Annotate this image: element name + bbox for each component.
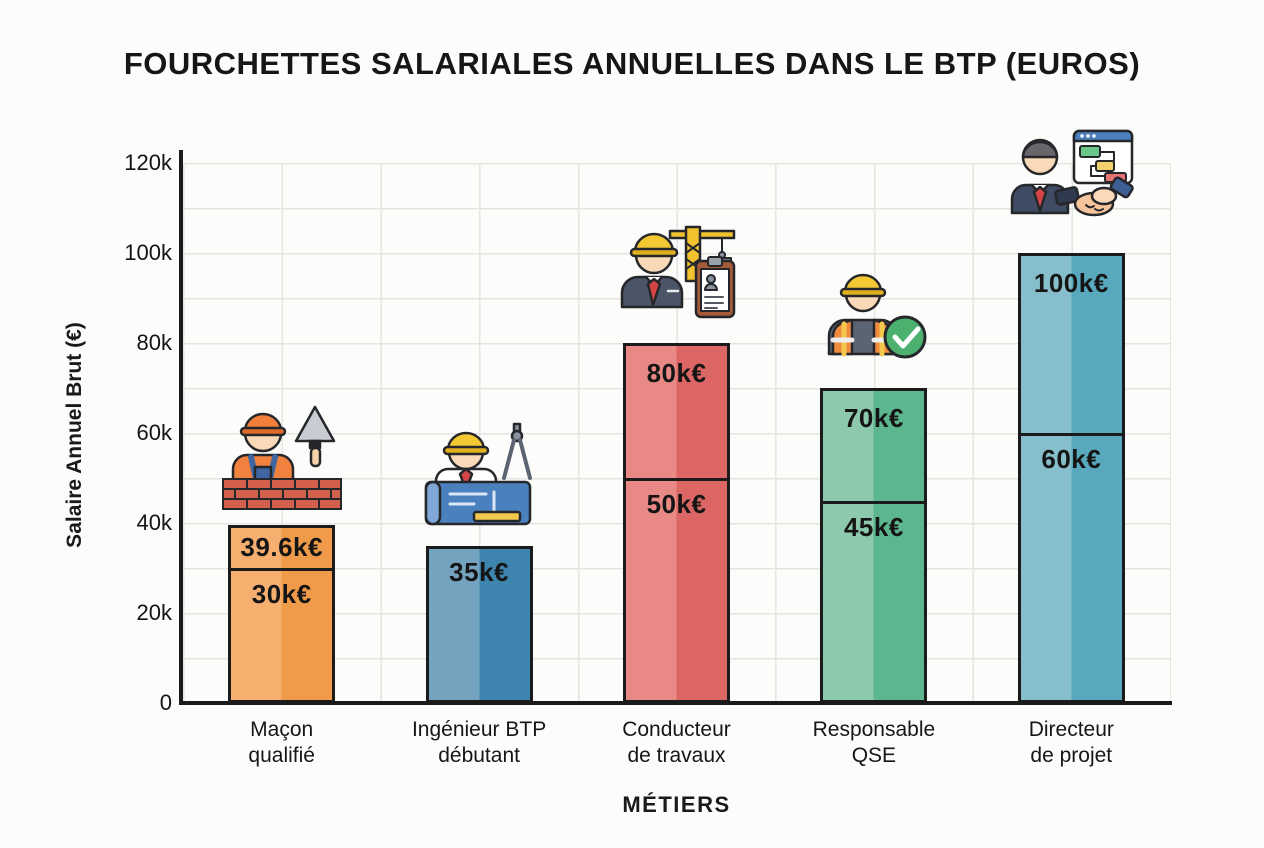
bar-max-value-label: 100k€ <box>1033 268 1109 298</box>
bar-max-value-label: 70k€ <box>843 403 904 433</box>
category-label-1: Maçon qualifié <box>248 718 315 768</box>
bar-max-value-label: 39.6k€ <box>240 532 323 563</box>
y-tick-label: 40k <box>136 510 172 535</box>
salary-bar-5: 60k€ 100k€ <box>1017 253 1125 703</box>
engineer-blueprint-icon <box>414 422 544 532</box>
bar-range-divider <box>626 478 727 481</box>
bar-range-divider <box>231 567 333 571</box>
bar-range-divider <box>1020 433 1122 436</box>
y-tick-label: 20k <box>136 600 172 625</box>
category-label-4: Responsable QSE <box>812 718 936 768</box>
bar-min-value-label: 30k€ <box>251 578 312 609</box>
x-axis-title: MÉTIERS <box>622 792 731 817</box>
chart-title: FOURCHETTES SALARIALES ANNUELLES DANS LE… <box>123 46 1141 81</box>
mason-bricklayer-icon <box>217 401 347 511</box>
bar-max-value-label: 80k€ <box>646 358 707 388</box>
y-tick-label: 0 <box>159 690 172 715</box>
category-label-3: Conducteur de travaux <box>622 718 731 768</box>
x-axis-line <box>179 701 1172 705</box>
salary-bar-1: 30k€ 39.6k€ <box>228 524 336 703</box>
bar-max-value-label: 35k€ <box>449 556 510 587</box>
bar-min-value-label: 60k€ <box>1041 444 1102 474</box>
bar-range-divider <box>823 500 925 504</box>
safety-inspector-check-icon <box>809 264 939 374</box>
y-tick-label: 60k <box>136 420 172 445</box>
director-handshake-icon <box>1006 129 1136 239</box>
salary-bar-4: 45k€ 70k€ <box>820 388 928 703</box>
bar-min-value-label: 50k€ <box>646 489 707 519</box>
site-manager-crane-icon <box>612 219 742 329</box>
bar-min-value-label: 45k€ <box>843 511 904 542</box>
y-tick-label: 80k <box>136 330 172 355</box>
category-label-5: Directeur de projet <box>1028 718 1114 768</box>
y-tick-label: 120k <box>124 150 172 175</box>
y-tick-label: 100k <box>124 240 172 265</box>
salary-bar-3: 50k€ 80k€ <box>623 343 730 703</box>
category-label-2: Ingénieur BTP débutant <box>411 718 547 768</box>
salary-bar-2: 35k€ <box>425 545 533 703</box>
y-axis-line <box>179 150 183 703</box>
